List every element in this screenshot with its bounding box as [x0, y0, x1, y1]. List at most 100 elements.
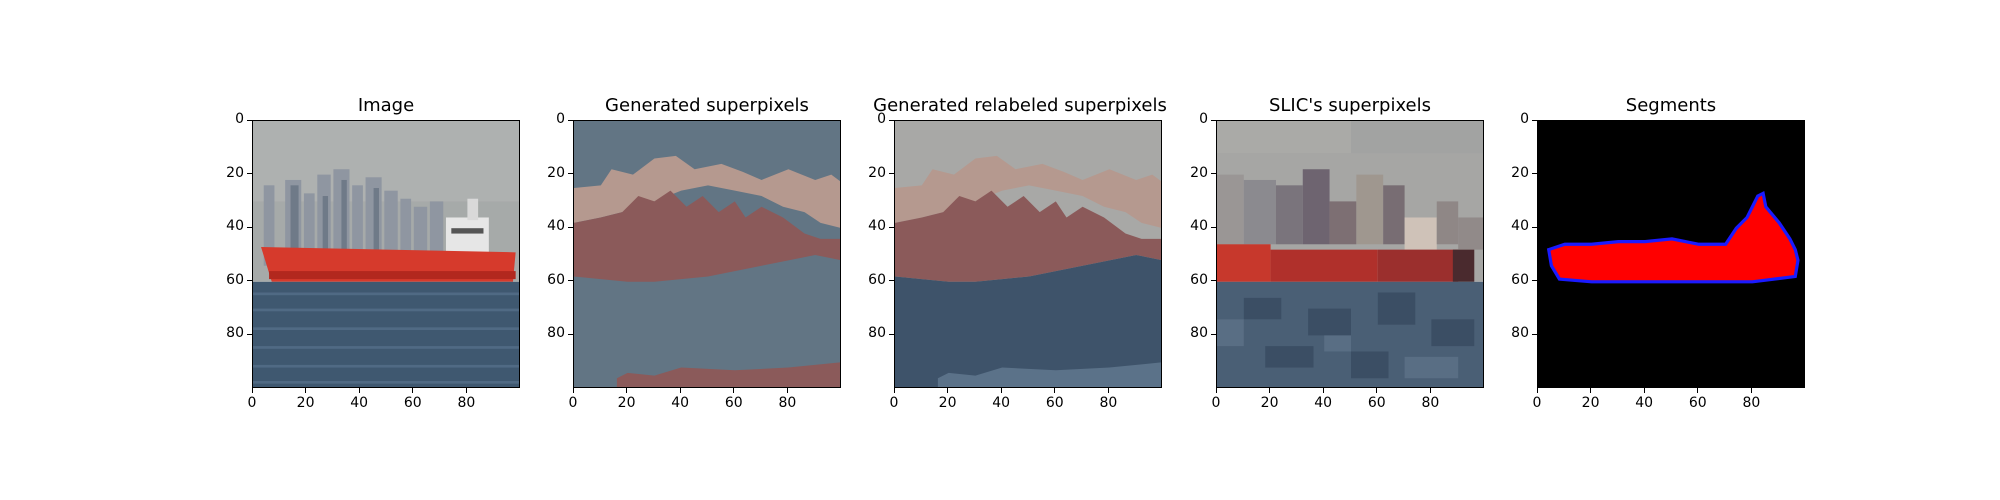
y-tick-label: 60 [1190, 271, 1208, 288]
y-tick-mark [1211, 333, 1216, 335]
x-tick-mark [1429, 388, 1431, 393]
y-tick-mark [247, 226, 252, 228]
panel-title-segments: Segments [1625, 95, 1717, 116]
y-tick-mark [889, 333, 894, 335]
y-tick-label: 20 [547, 164, 565, 181]
y-tick-mark [568, 226, 573, 228]
y-tick-mark [568, 173, 573, 175]
y-tick-label: 0 [556, 111, 565, 127]
y-tick-mark [1211, 280, 1216, 282]
y-tick-mark [1211, 173, 1216, 175]
x-tick-label: 80 [1421, 395, 1440, 411]
x-tick-label: 40 [671, 395, 690, 411]
panel-title-slic-superpixels: SLIC's superpixels [1268, 95, 1432, 116]
y-tick-mark [247, 333, 252, 335]
y-tick-label: 0 [877, 111, 886, 127]
y-tick-mark [1532, 333, 1537, 335]
y-tick-mark [1532, 226, 1537, 228]
x-tick-mark [1322, 388, 1324, 393]
slic-superpixels-panel [1216, 120, 1484, 388]
y-tick-mark [247, 119, 252, 121]
y-tick-label: 20 [868, 164, 886, 181]
y-tick-mark [568, 119, 573, 121]
panel-title-image: Image [357, 95, 415, 116]
relabeled-superpixels-panel [894, 120, 1162, 388]
y-tick-mark [247, 280, 252, 282]
x-tick-mark [679, 388, 681, 393]
x-tick-label: 60 [724, 395, 743, 411]
x-tick-mark [1750, 388, 1752, 393]
x-tick-label: 60 [403, 395, 422, 411]
x-tick-label: 0 [247, 395, 257, 411]
x-tick-mark [947, 388, 949, 393]
generated-superpixels-map [574, 121, 840, 387]
x-tick-mark [1000, 388, 1002, 393]
x-tick-mark [1269, 388, 1271, 393]
x-tick-label: 60 [1045, 395, 1064, 411]
y-tick-mark [568, 333, 573, 335]
y-tick-label: 0 [235, 111, 244, 127]
y-tick-mark [1532, 280, 1537, 282]
y-tick-label: 60 [226, 271, 244, 288]
x-tick-label: 20 [938, 395, 957, 411]
x-tick-label: 20 [1581, 395, 1600, 411]
x-tick-label: 0 [1532, 395, 1542, 411]
x-tick-mark [358, 388, 360, 393]
x-tick-label: 40 [350, 395, 369, 411]
x-tick-label: 40 [1314, 395, 1333, 411]
y-tick-mark [568, 280, 573, 282]
segments-panel [1537, 120, 1805, 388]
y-tick-label: 0 [1199, 111, 1208, 127]
y-tick-label: 80 [1190, 325, 1208, 342]
x-tick-mark [1643, 388, 1645, 393]
x-tick-mark [1054, 388, 1056, 393]
y-tick-mark [889, 280, 894, 282]
x-tick-mark [893, 388, 895, 393]
y-tick-label: 80 [226, 325, 244, 342]
x-tick-mark [1697, 388, 1699, 393]
x-tick-mark [733, 388, 735, 393]
x-tick-label: 40 [1635, 395, 1654, 411]
x-tick-mark [1536, 388, 1538, 393]
y-tick-mark [1211, 119, 1216, 121]
y-tick-label: 0 [1520, 111, 1529, 127]
x-tick-mark [465, 388, 467, 393]
y-tick-mark [1532, 173, 1537, 175]
y-tick-label: 80 [868, 325, 886, 342]
y-tick-label: 60 [547, 271, 565, 288]
y-tick-label: 40 [547, 218, 565, 235]
y-tick-mark [889, 119, 894, 121]
y-tick-label: 40 [868, 218, 886, 235]
y-tick-mark [1532, 119, 1537, 121]
x-tick-mark [1590, 388, 1592, 393]
x-tick-mark [786, 388, 788, 393]
segments-mask [1538, 121, 1804, 387]
ship-photo [253, 121, 519, 387]
x-tick-label: 0 [889, 395, 899, 411]
x-tick-mark [1215, 388, 1217, 393]
relabeled-superpixels-map [895, 121, 1161, 387]
x-tick-label: 60 [1367, 395, 1386, 411]
y-tick-label: 40 [1511, 218, 1529, 235]
x-tick-mark [251, 388, 253, 393]
x-tick-label: 40 [992, 395, 1011, 411]
y-tick-label: 20 [1190, 164, 1208, 181]
y-tick-label: 20 [1511, 164, 1529, 181]
x-tick-mark [305, 388, 307, 393]
y-tick-mark [889, 226, 894, 228]
generated-superpixels-panel [573, 120, 841, 388]
image-panel [252, 120, 520, 388]
panel-title-generated-superpixels: Generated superpixels [605, 95, 809, 116]
x-tick-mark [626, 388, 628, 393]
x-tick-label: 0 [568, 395, 578, 411]
y-tick-label: 40 [1190, 218, 1208, 235]
x-tick-mark [1107, 388, 1109, 393]
x-tick-mark [1376, 388, 1378, 393]
x-tick-label: 80 [1099, 395, 1118, 411]
x-tick-label: 20 [296, 395, 315, 411]
x-tick-label: 60 [1688, 395, 1707, 411]
y-tick-label: 60 [1511, 271, 1529, 288]
y-tick-label: 60 [868, 271, 886, 288]
x-tick-label: 80 [1742, 395, 1761, 411]
x-tick-mark [572, 388, 574, 393]
